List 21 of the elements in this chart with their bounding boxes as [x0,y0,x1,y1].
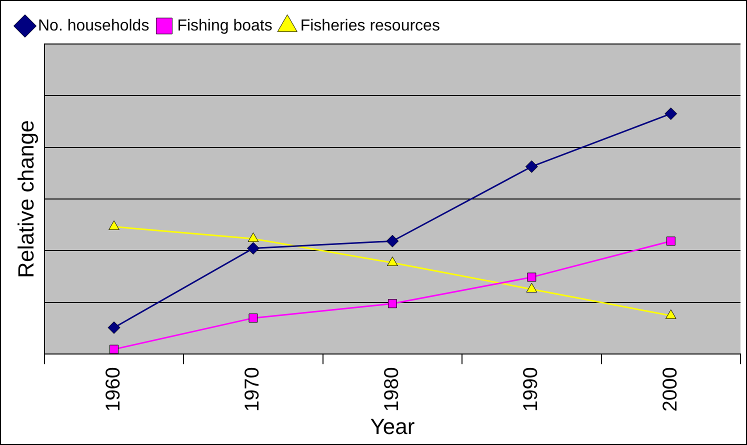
point [248,314,258,323]
x-tick-label: 1990 [520,367,542,412]
point [666,236,676,246]
point [386,234,399,248]
x-tick-label: 1960 [102,367,125,412]
x-tick-label: 2000 [659,367,682,412]
legend-label: No. households [38,17,150,34]
x-tick-label: 1980 [380,367,403,412]
x-tick-label: 1970 [242,367,264,412]
y-axis-title: Relative change [13,120,38,278]
point [246,242,260,255]
point [527,272,536,282]
point [110,344,119,354]
x-axis-title: Year [370,414,415,439]
legend-label: Fishing boats [177,17,272,34]
point [664,107,678,120]
legend-label: Fisheries resources [300,17,440,34]
point [388,299,397,308]
point [108,321,120,334]
point [525,160,538,173]
point [387,256,398,266]
